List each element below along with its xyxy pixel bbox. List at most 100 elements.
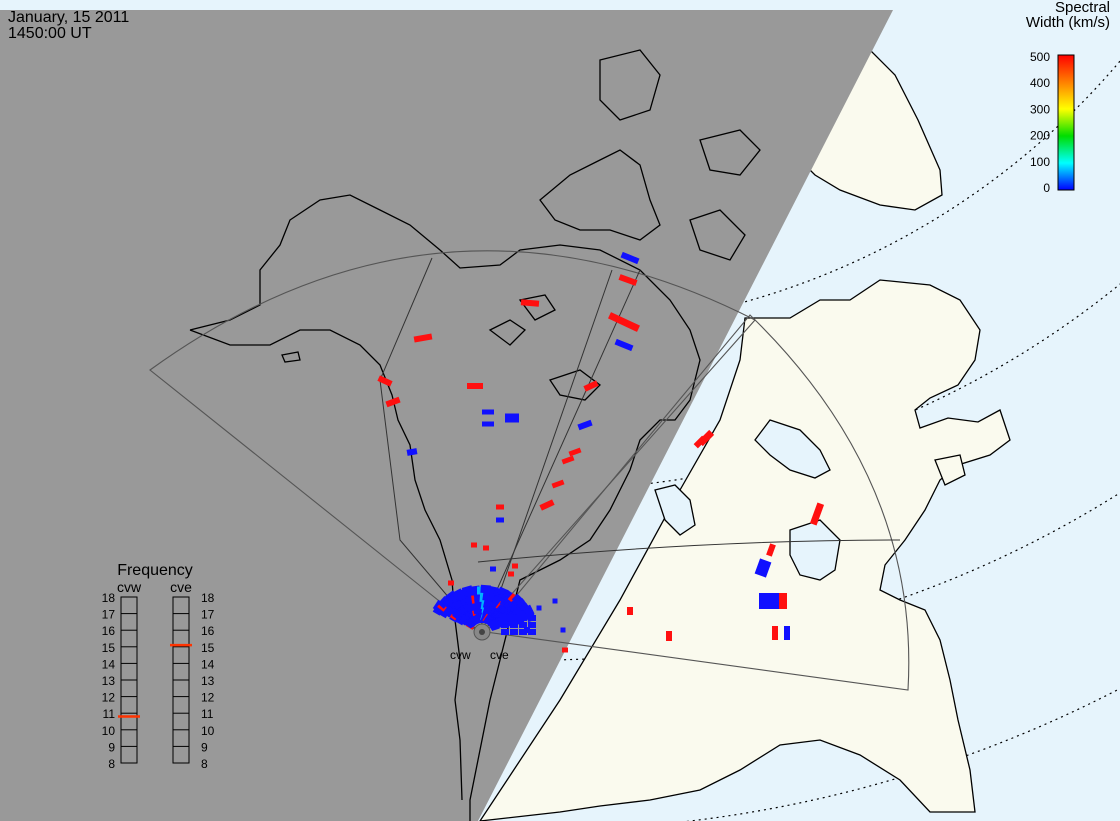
- echo-cell: [490, 566, 496, 572]
- echo-cell: [552, 598, 558, 604]
- echo-cell: [510, 622, 518, 628]
- echo-cell: [385, 396, 401, 408]
- echo-cell: [505, 413, 519, 423]
- echo-cell: [519, 622, 527, 628]
- echo-cell: [614, 338, 634, 352]
- echo-cell: [809, 502, 825, 526]
- colorbar-title-line2: Width (km/s): [1025, 14, 1110, 31]
- echo-cell: [539, 499, 555, 511]
- fov-east: [484, 314, 910, 691]
- echo-cell: [501, 622, 509, 628]
- night-shade: [0, 10, 893, 821]
- frequency-tick-label: 10: [201, 724, 215, 738]
- time-label: 1450:00 UT: [8, 25, 92, 42]
- echo-cell: [471, 542, 477, 548]
- echo-cell: [577, 419, 593, 431]
- frequency-tick-label: 11: [103, 707, 116, 721]
- radar-site-marker: [473, 623, 491, 641]
- colorbar-tick-label: 300: [1030, 102, 1050, 116]
- echo-cell: [413, 333, 433, 343]
- frequency-tick-label: 15: [201, 641, 215, 655]
- echo-cell: [784, 626, 790, 640]
- echo-cell: [568, 447, 582, 457]
- echo-cell: [528, 629, 536, 635]
- frequency-tick-label: 12: [201, 691, 215, 705]
- frequency-tick-label: 14: [201, 657, 215, 671]
- frequency-panel: Frequencycvw18171615141312111098cve18171…: [102, 562, 215, 771]
- colorbar-title-line1: Spectral: [1054, 0, 1110, 16]
- echo-cell: [620, 251, 640, 265]
- echo-cell: [779, 593, 787, 609]
- colorbar: 500 400 300 200 100 0: [1030, 50, 1075, 195]
- echo-cell: [510, 629, 518, 635]
- frequency-tick-label: 8: [108, 757, 115, 771]
- echo-cell: [508, 571, 514, 577]
- echo-cell: [482, 409, 494, 415]
- echo-cell: [377, 375, 393, 387]
- echo-cell: [754, 558, 772, 578]
- echo-cell: [519, 615, 527, 621]
- date-label: January, 15 2011: [8, 9, 130, 26]
- echo-cell: [520, 299, 540, 307]
- echo-cell: [562, 647, 568, 653]
- frequency-title: Frequency: [117, 562, 193, 579]
- echo-cell: [496, 517, 504, 523]
- frequency-tick-label: 9: [108, 740, 115, 754]
- frequency-tick-label: 15: [102, 641, 116, 655]
- echo-cell: [467, 383, 483, 389]
- echo-cell: [519, 629, 527, 635]
- echo-cell: [528, 615, 536, 621]
- echo-cell: [501, 629, 509, 635]
- frequency-tick-label: 18: [102, 591, 116, 605]
- colorbar-gradient: [1057, 54, 1075, 191]
- frequency-tick-label: 9: [201, 740, 208, 754]
- frequency-tick-label: 16: [201, 624, 215, 638]
- echo-cell: [666, 631, 672, 641]
- colorbar-tick-label: 500: [1030, 50, 1050, 64]
- echo-cell: [512, 563, 518, 569]
- frequency-tick-label: 13: [201, 674, 215, 688]
- frequency-tick-label: 17: [102, 608, 116, 622]
- frequency-tick-label: 14: [102, 657, 116, 671]
- frequency-tick-label: 12: [102, 691, 116, 705]
- echo-cell: [627, 607, 633, 615]
- frequency-tick-label: 8: [201, 757, 208, 771]
- frequency-radar-label-cve: cve: [170, 579, 192, 595]
- site-label-cvw: cvw: [450, 648, 471, 662]
- frequency-radar-label-cvw: cvw: [117, 579, 142, 595]
- echo-cell: [766, 543, 776, 557]
- echo-cell: [693, 435, 707, 449]
- frequency-tick-label: 16: [102, 624, 116, 638]
- echo-cell: [536, 605, 542, 611]
- echo-cell: [406, 448, 418, 456]
- frequency-tick-label: 10: [102, 724, 116, 738]
- site-label-cve: cve: [490, 648, 509, 662]
- colorbar-tick-label: 100: [1030, 155, 1050, 169]
- echo-cell: [759, 593, 781, 609]
- echo-cell: [583, 380, 599, 392]
- echo-cell: [528, 622, 536, 628]
- echo-cell: [496, 504, 504, 510]
- colorbar-tick-label: 200: [1030, 129, 1050, 143]
- fov-west: [149, 250, 756, 633]
- echo-cell: [618, 274, 638, 286]
- frequency-tick-label: 18: [201, 591, 215, 605]
- echo-cell: [561, 455, 575, 465]
- colorbar-tick-label: 0: [1043, 181, 1050, 195]
- beam-lines: [379, 257, 901, 633]
- echo-layer: [377, 251, 825, 653]
- coastlines-night: [189, 49, 761, 821]
- frequency-tick-label: 13: [102, 674, 116, 688]
- echo-cell: [608, 312, 640, 332]
- echo-cell: [489, 618, 500, 631]
- colorbar-title: Spectral Width (km/s): [990, 0, 1110, 30]
- echo-cell: [482, 421, 494, 427]
- frequency-tick-label: 11: [201, 707, 214, 721]
- frequency-tick-label: 17: [201, 608, 215, 622]
- echo-cell: [772, 626, 778, 640]
- echo-cell: [483, 545, 489, 551]
- echo-cell: [510, 615, 518, 621]
- echo-cell: [501, 615, 509, 621]
